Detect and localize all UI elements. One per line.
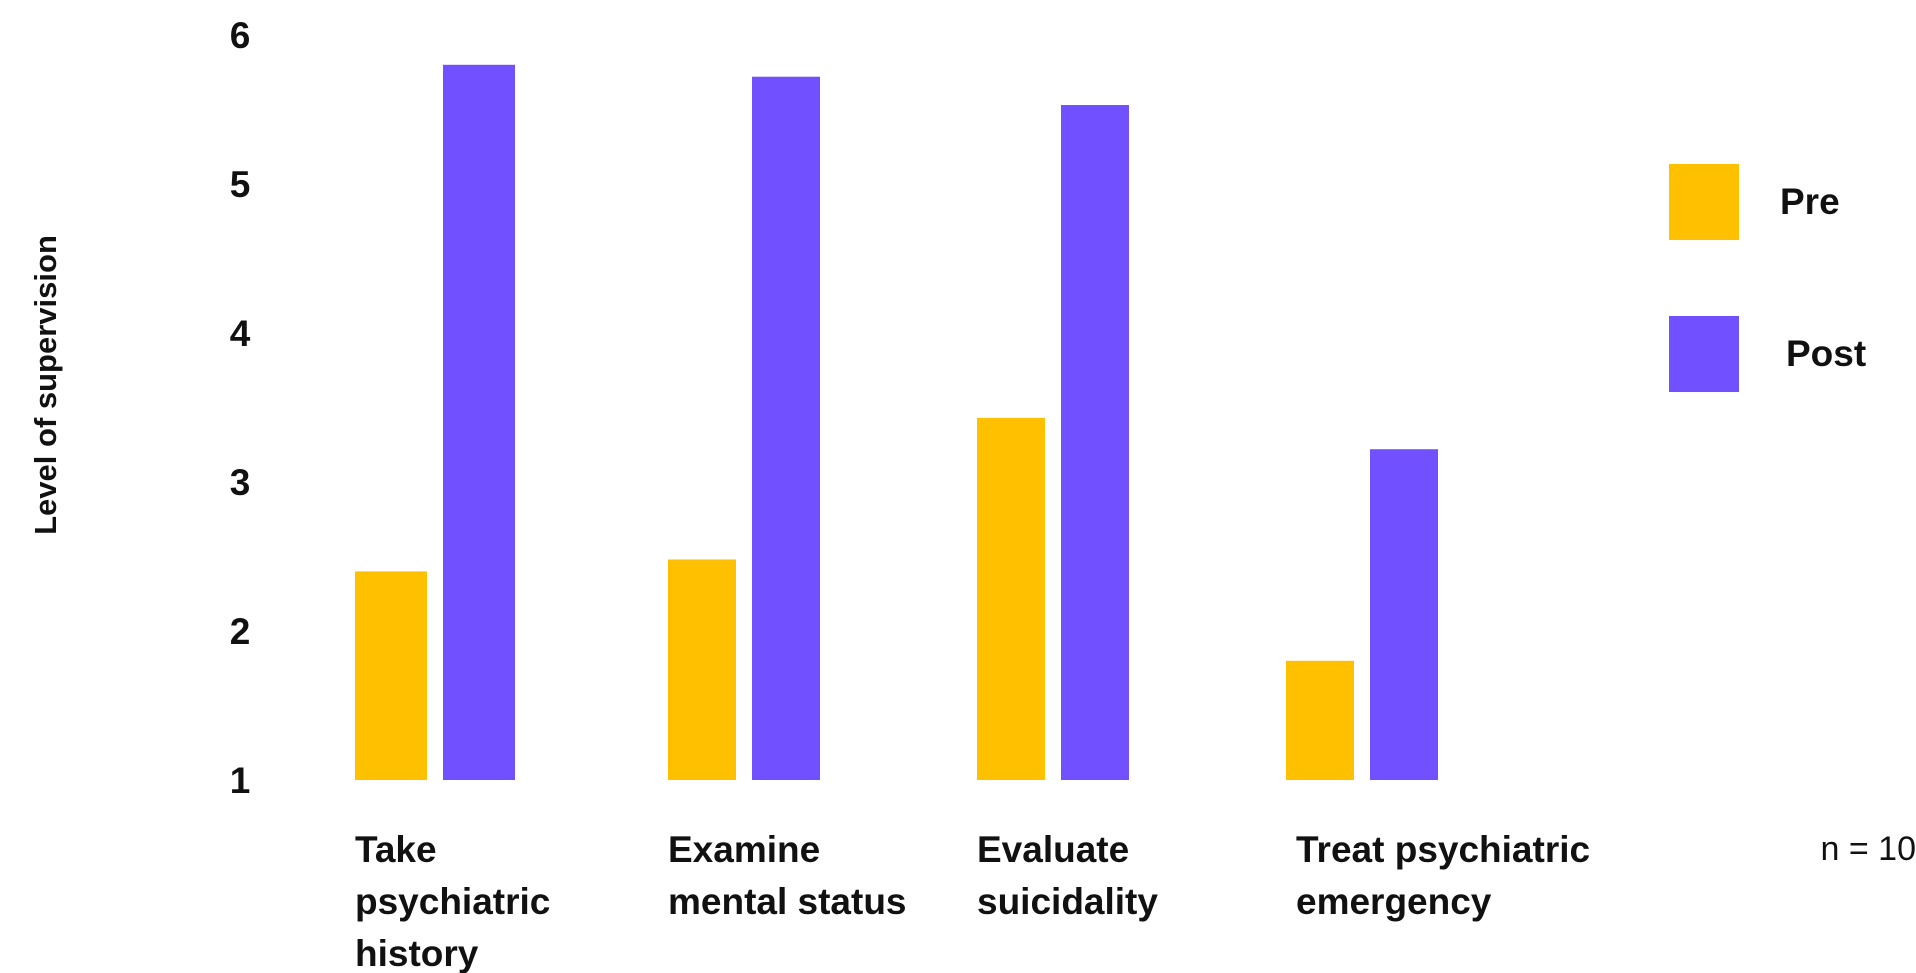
bar-pre-3 [977,417,1045,780]
legend-label-pre: Pre [1780,181,1840,222]
bar-post-3 [1061,105,1129,780]
y-tick-label: 1 [230,760,251,801]
bar-post-4 [1370,449,1438,780]
category-label: Treat psychiatric emergency [1296,829,1590,922]
category-label-line: suicidality [977,881,1158,922]
bar-pre-2 [668,559,736,780]
category-label-line: Treat psychiatric [1296,829,1590,870]
category-label-line: emergency [1296,881,1492,922]
legend-swatch-post [1669,316,1739,392]
sample-size-note: n = 10 [1821,830,1916,868]
legend-swatch-pre [1669,164,1739,240]
bar-pre-1 [355,571,427,780]
category-label-line: Evaluate [977,829,1129,870]
y-tick-label: 3 [230,462,251,503]
y-axis-title-group: Level of supervision [28,235,63,535]
category-label-line: history [355,933,479,973]
category-label-line: Examine [668,829,820,870]
y-tick-label: 2 [230,611,251,652]
category-label: Examine mental status [668,829,907,922]
bar-post-2 [752,76,820,781]
category-labels: Take psychiatric history Examine mental stat… [355,829,1590,973]
bar-post-1 [443,64,515,781]
y-tick-label: 4 [230,313,251,354]
y-axis-title: Level of supervision [28,235,63,535]
y-tick-label: 5 [230,164,251,205]
bars [355,64,1438,781]
y-tick-label: 6 [230,15,251,56]
category-label-line: Take [355,829,437,870]
legend: Pre Post [1669,164,1866,392]
category-label: Evaluate suicidality [977,829,1158,922]
category-label-line: psychiatric [355,881,550,922]
category-label: Take psychiatric history [355,829,550,973]
y-tick-labels: 1 2 3 4 5 6 [230,15,251,801]
legend-label-post: Post [1786,333,1866,374]
bar-pre-4 [1286,660,1354,780]
category-label-line: mental status [668,881,907,922]
